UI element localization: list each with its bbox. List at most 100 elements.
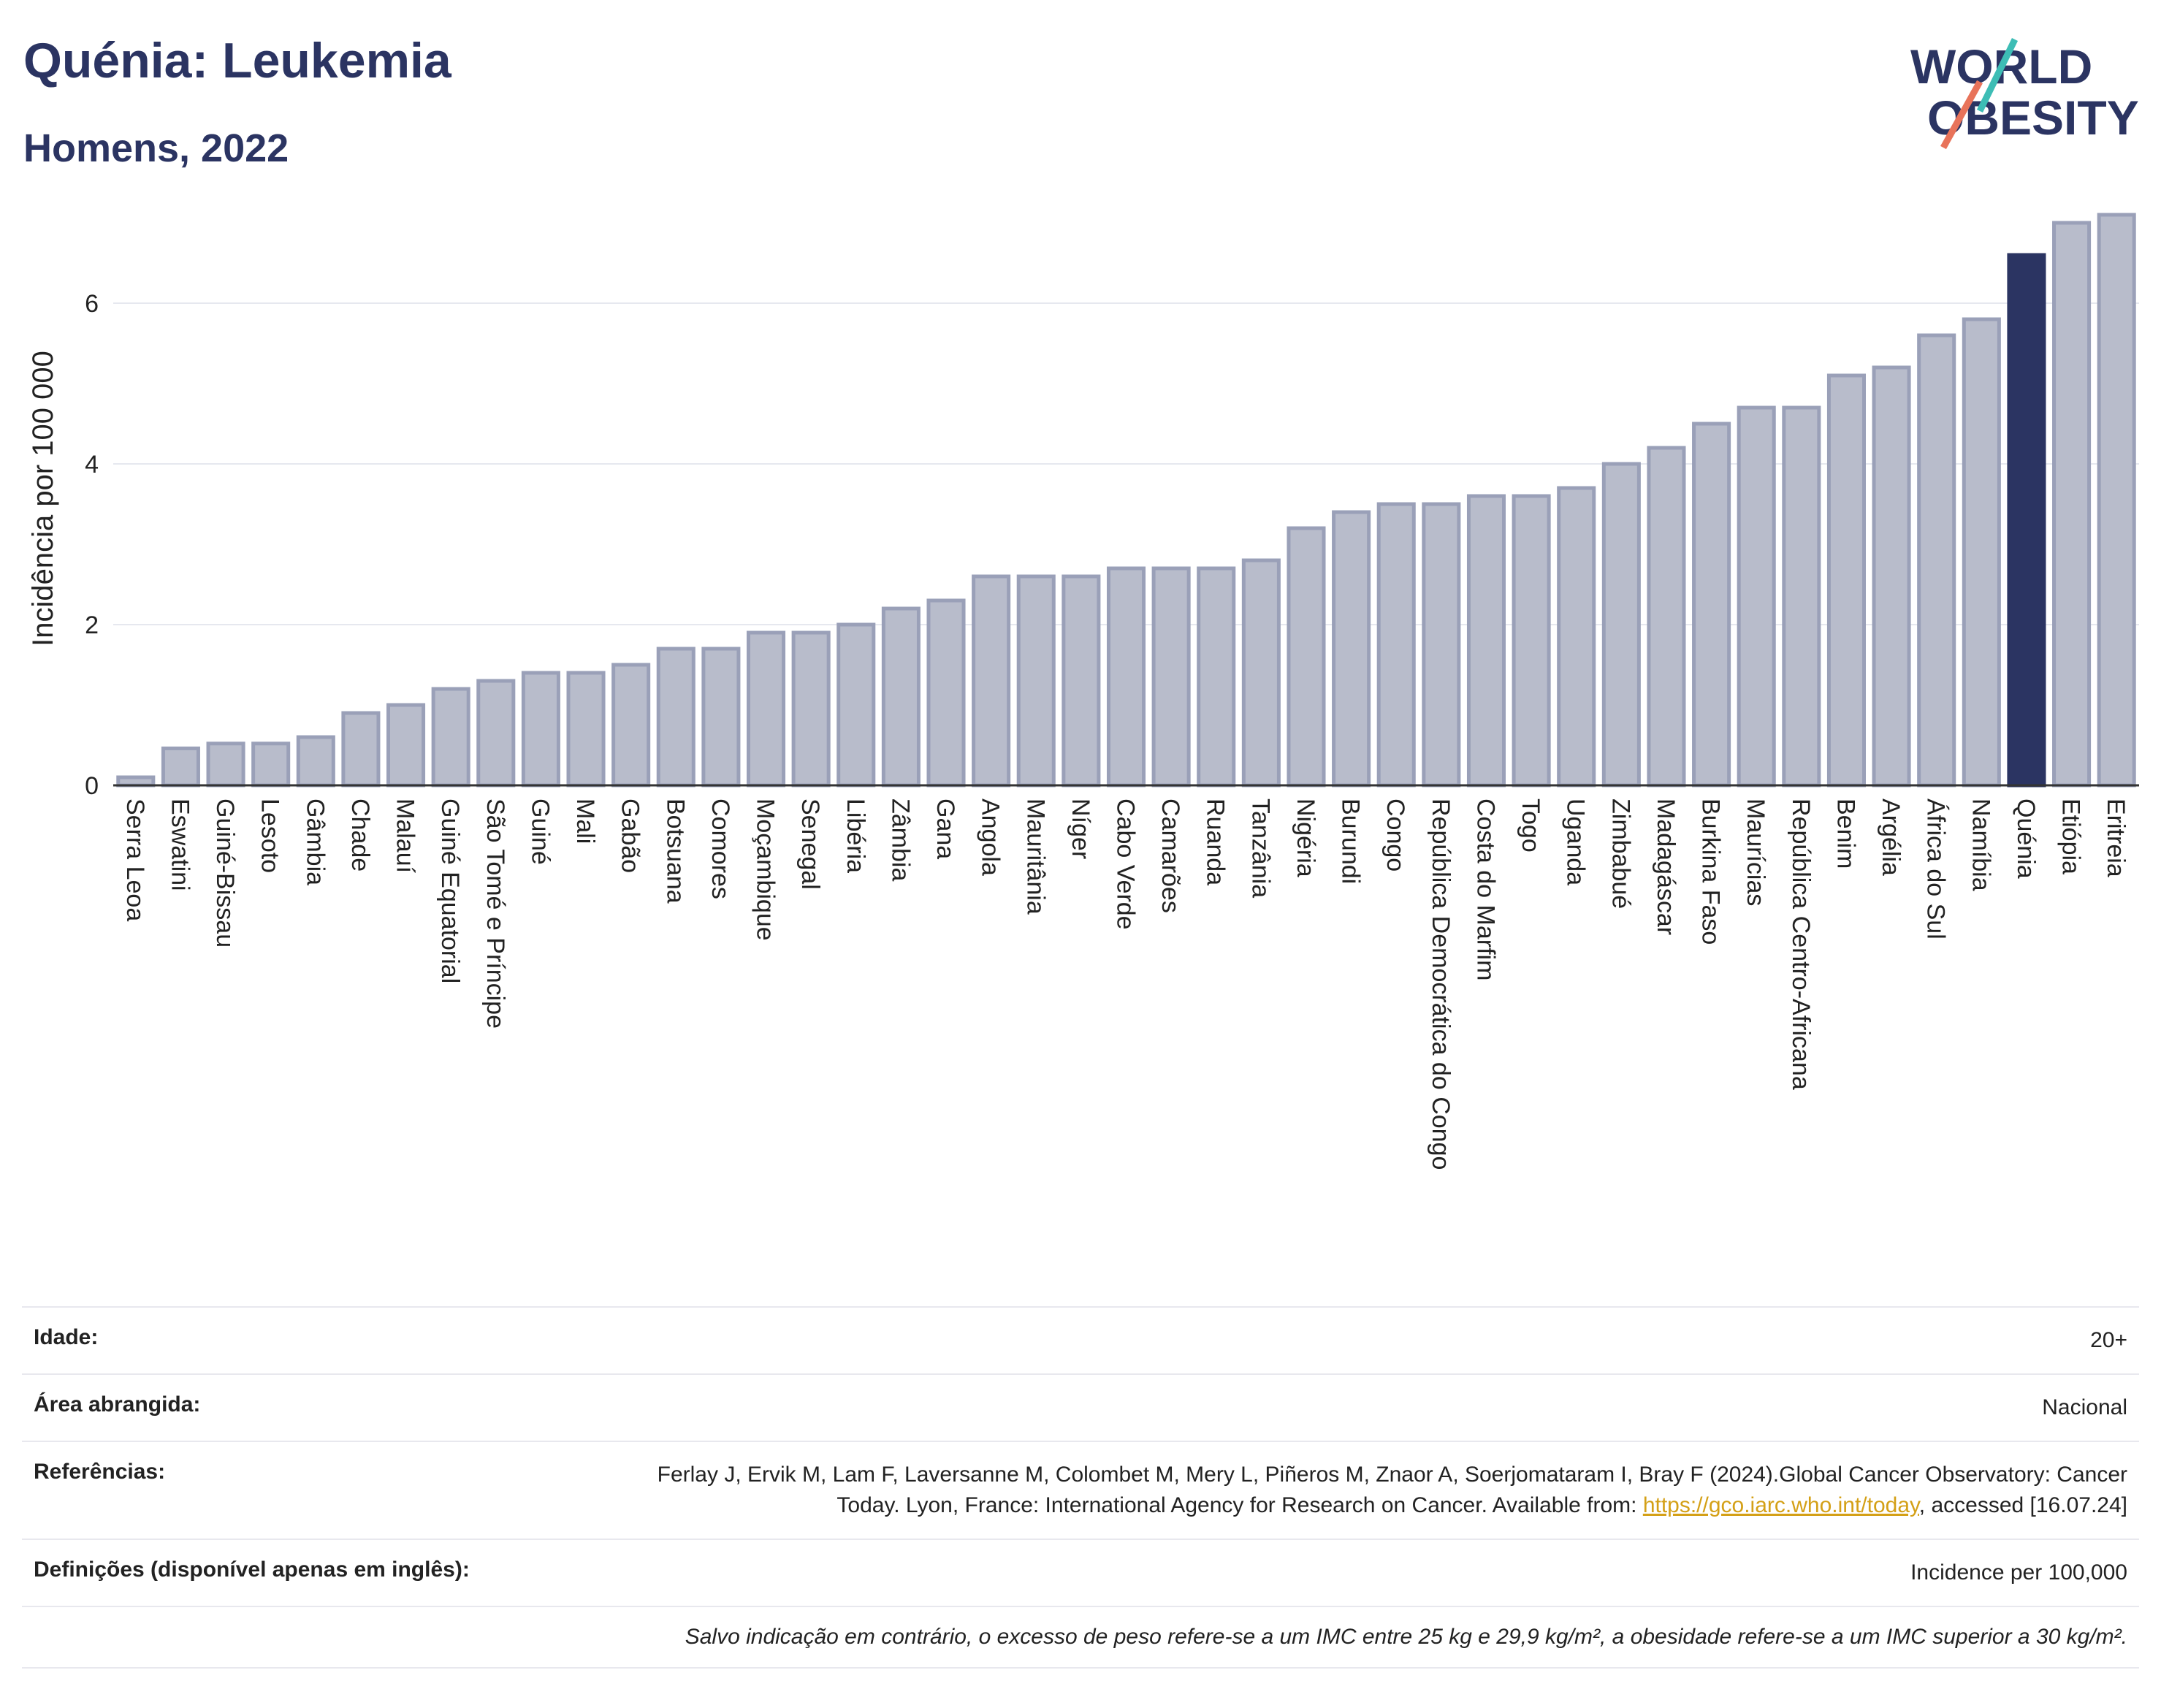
age-label: Idade: (34, 1325, 99, 1349)
bar (701, 647, 741, 788)
info-row-definitions: Definições (disponível apenas em inglês)… (22, 1539, 2139, 1606)
x-tick-label: Congo (1381, 798, 1409, 872)
info-row-area: Área abrangida: Nacional (22, 1373, 2139, 1441)
definitions-label: Definições (disponível apenas em inglês)… (34, 1558, 470, 1582)
bar (1782, 405, 1821, 788)
x-tick-label: República Democrática do Congo (1427, 798, 1455, 1170)
references-value: Ferlay J, Ervik M, Lam F, Laversanne M, … (593, 1460, 2127, 1521)
bar (656, 647, 695, 788)
x-tick-label: Argélia (1877, 798, 1905, 876)
bar (791, 630, 831, 788)
x-tick-label: Malauí (392, 798, 419, 874)
definitions-value: Incidence per 100,000 (1910, 1560, 2127, 1585)
x-tick-label: São Tomé e Príncipe (481, 798, 509, 1029)
x-tick-label: Gana (931, 798, 959, 859)
area-label: Área abrangida: (34, 1392, 201, 1417)
area-value: Nacional (2042, 1395, 2127, 1419)
x-tick-label: Senegal (796, 798, 824, 890)
x-tick-label: Ruanda (1202, 798, 1230, 885)
bar (881, 606, 921, 788)
x-tick-label: Burundi (1337, 798, 1365, 884)
bar-chart: 0 2 4 6 Incidência por 100 000 Serra Leoa Eswa… (27, 213, 2139, 1170)
x-tick-label: Eswatini (166, 798, 194, 891)
bar (1062, 574, 1101, 788)
bar (1647, 446, 1686, 788)
x-tick-label: Guiné-Bissau (211, 798, 239, 948)
bar (1872, 365, 1911, 788)
bar (566, 671, 606, 788)
bar (1422, 502, 1461, 788)
references-accessed: , accessed [16.07.24] (1918, 1493, 2127, 1517)
x-tick-label: Burkina Faso (1697, 798, 1725, 945)
references-text: Ferlay J, Ervik M, Lam F, Laversanne M, … (657, 1463, 2127, 1517)
x-tick-label: Níger (1067, 798, 1094, 859)
bar (1466, 494, 1506, 788)
bar (1106, 566, 1146, 788)
bar (2097, 213, 2136, 788)
bar (1287, 526, 1326, 788)
x-tick-label: Nigéria (1292, 798, 1319, 877)
bar (1376, 502, 1416, 788)
bar (1692, 422, 1731, 788)
y-tick-label: 6 (85, 290, 99, 318)
logo-slash-coral (1940, 80, 1983, 150)
x-tick-label: Uganda (1562, 798, 1590, 885)
bar-highlight (2007, 253, 2046, 788)
chart-subtitle: Homens, 2022 (23, 126, 289, 170)
y-tick-label: 0 (85, 772, 99, 800)
bar (1601, 462, 1641, 788)
bar (1962, 317, 2001, 788)
bar (1151, 566, 1191, 788)
info-table: Idade: 20+ Área abrangida: Nacional Refe… (22, 1306, 2139, 1669)
bar (116, 775, 156, 788)
x-tick-label: Maurícias (1742, 798, 1769, 906)
bar (161, 746, 200, 788)
bar (1557, 486, 1596, 788)
x-tick-label: Quénia (2012, 798, 2040, 879)
x-tick-label: Gâmbia (301, 798, 329, 885)
age-value: 20+ (2090, 1328, 2127, 1352)
x-tick-label: Chade (346, 798, 374, 872)
y-tick-label: 2 (85, 611, 99, 639)
x-tick-label: Namíbia (1967, 798, 1994, 891)
x-tick-label: Madagáscar (1652, 798, 1680, 935)
x-tick-label: Zâmbia (886, 798, 914, 881)
bar (1332, 510, 1371, 788)
bar (341, 711, 381, 788)
footnote: Salvo indicação em contrário, o excesso … (22, 1606, 2139, 1669)
x-tick-label: Angola (977, 798, 1005, 876)
bar (1197, 566, 1236, 788)
x-tick-label: Tanzânia (1246, 798, 1274, 898)
chart-title: Quénia: Leukemia (23, 33, 451, 88)
bar (926, 598, 966, 788)
x-tick-label: Eritreia (2102, 798, 2130, 877)
bar (611, 663, 651, 788)
bar (1512, 494, 1551, 788)
bar (1016, 574, 1056, 788)
references-label: Referências: (34, 1460, 166, 1484)
info-row-age: Idade: 20+ (22, 1306, 2139, 1373)
logo-slash-teal (1976, 38, 2019, 113)
bar (972, 574, 1011, 788)
bar (251, 741, 291, 788)
x-tick-label: Mauritânia (1021, 798, 1049, 915)
x-tick-label: Benim (1832, 798, 1859, 869)
x-tick-label: Libéria (842, 798, 869, 873)
x-tick-label: República Centro-Africana (1787, 798, 1815, 1090)
world-obesity-logo: WORLD OBESITY (1910, 38, 2139, 150)
bar (386, 703, 426, 788)
bar (1917, 333, 1956, 788)
bar (476, 679, 516, 788)
bar (1826, 373, 1866, 788)
references-link[interactable]: https://gco.iarc.who.int/today (1642, 1493, 1919, 1517)
x-tick-label: Serra Leoa (121, 798, 149, 921)
bar (1241, 558, 1281, 788)
bar (431, 687, 470, 788)
bar (746, 630, 786, 788)
x-tick-label: Botsuana (661, 798, 689, 904)
x-tick-label: Moçambique (752, 798, 780, 941)
x-tick-label: Lesoto (256, 798, 284, 873)
x-tick-label: Costa do Marfim (1471, 798, 1499, 980)
bar (1737, 405, 1776, 788)
bar (296, 735, 335, 788)
